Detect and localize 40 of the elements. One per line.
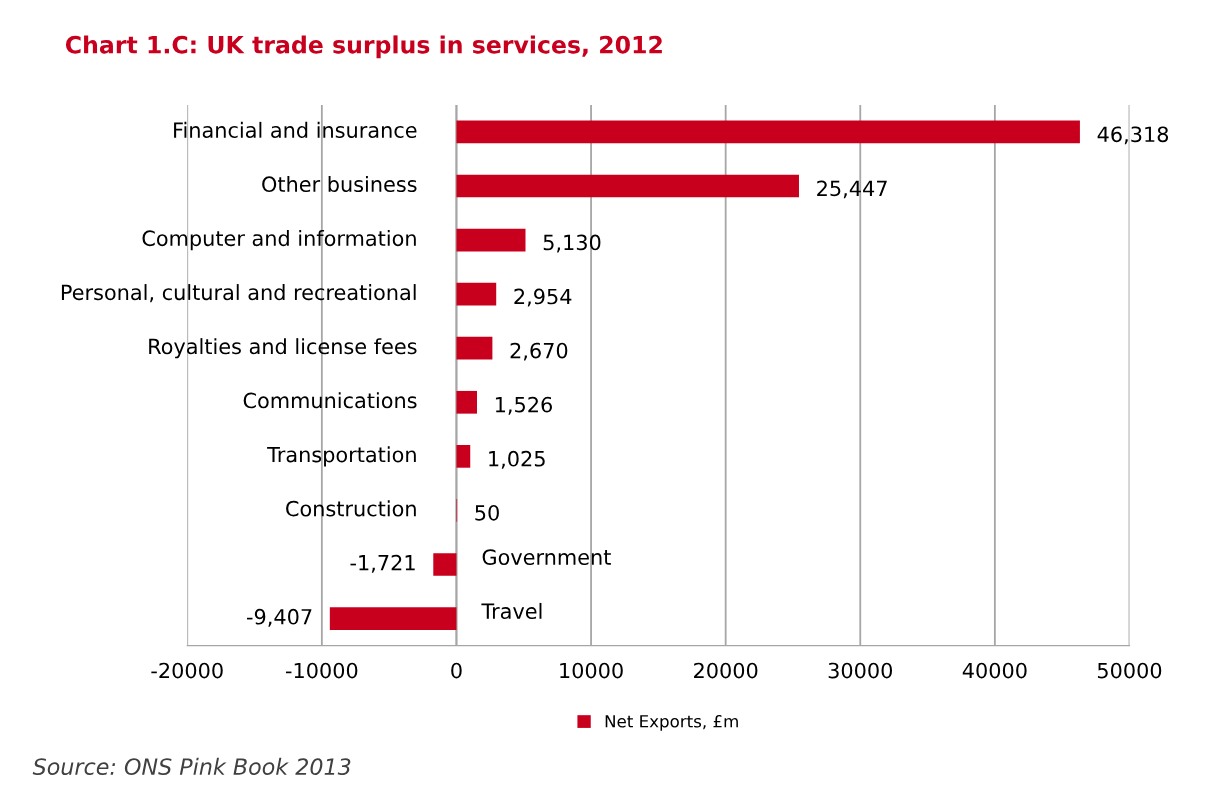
x-tick-label: 10000 bbox=[560, 662, 623, 679]
bar bbox=[433, 553, 457, 576]
text: 2,954 bbox=[514, 288, 572, 307]
source-note: Source: ONS Pink Book 2013 bbox=[32, 757, 351, 776]
x-tick-label: 30000 bbox=[828, 662, 893, 679]
x-tick-label: 50000 bbox=[1097, 662, 1162, 679]
x-tick-label: -20000 bbox=[151, 662, 223, 679]
text: 46,318 bbox=[1097, 126, 1169, 145]
bar bbox=[329, 607, 457, 630]
y-tick-label: Government bbox=[482, 549, 611, 565]
y-tick-label: Royalties and license fees bbox=[149, 338, 417, 359]
bar bbox=[456, 390, 477, 414]
x-tick-label: -10000 bbox=[285, 662, 358, 679]
text: 5,130 bbox=[543, 234, 601, 253]
bar bbox=[456, 120, 1080, 144]
bar bbox=[456, 282, 497, 306]
y-tick-label: Other business bbox=[262, 175, 417, 193]
y-tick-label: Travel bbox=[481, 602, 542, 620]
text: 1,025 bbox=[489, 450, 545, 469]
y-tick-label: Financial and insurance bbox=[174, 121, 417, 138]
y-tick-label: Personal, cultural and recreational bbox=[61, 284, 416, 303]
x-tick-label: 20000 bbox=[694, 662, 758, 679]
text: 50 bbox=[475, 504, 499, 521]
bar bbox=[456, 228, 526, 252]
text: -1,721 bbox=[350, 554, 415, 573]
x-tick-label: 40000 bbox=[962, 662, 1027, 679]
y-tick-label: Construction bbox=[286, 500, 416, 517]
bar bbox=[456, 445, 471, 468]
legend-label: Net Exports, £m bbox=[605, 714, 738, 731]
text: -9,407 bbox=[247, 608, 312, 627]
x-tick-label: 0 bbox=[451, 662, 462, 679]
text: 25,447 bbox=[817, 180, 887, 199]
bar bbox=[456, 336, 493, 360]
text: 2,670 bbox=[510, 342, 568, 361]
chart-title: Chart 1.C: UK trade surplus in services, 2012 bbox=[65, 35, 662, 59]
bar bbox=[456, 174, 799, 198]
y-tick-label: Computer and information bbox=[142, 230, 416, 251]
y-tick-label: Communications bbox=[243, 392, 417, 409]
text: 1,526 bbox=[495, 396, 552, 415]
y-tick-label: Transportation bbox=[267, 446, 416, 467]
